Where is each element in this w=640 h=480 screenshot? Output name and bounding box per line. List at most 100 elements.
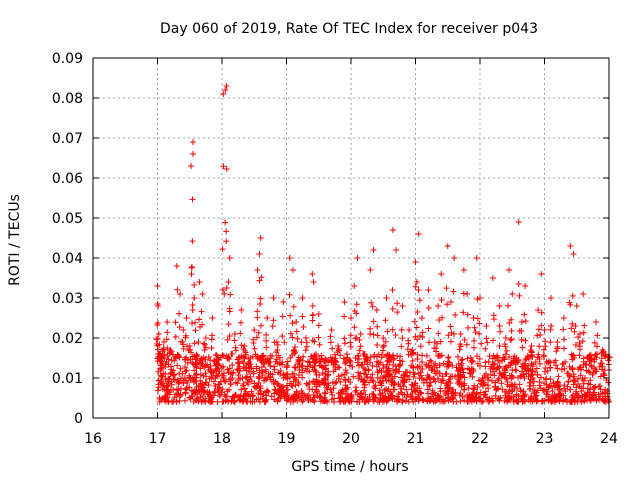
data-point <box>447 323 454 330</box>
data-point <box>468 398 475 405</box>
data-point <box>197 393 204 400</box>
data-point <box>531 387 538 394</box>
data-point <box>270 317 277 324</box>
data-point <box>523 368 530 375</box>
data-point <box>164 389 171 396</box>
data-point <box>245 361 252 368</box>
data-point <box>464 365 471 372</box>
data-point <box>186 394 193 401</box>
data-point <box>494 364 501 371</box>
data-point <box>198 398 205 405</box>
data-point <box>519 344 526 351</box>
data-point <box>347 332 354 339</box>
data-point <box>401 379 408 386</box>
y-tick-label: 0.02 <box>52 331 83 347</box>
data-point <box>347 339 354 346</box>
data-point <box>406 376 413 383</box>
data-point <box>497 328 504 335</box>
data-point <box>496 322 503 329</box>
data-point <box>423 352 430 359</box>
data-point <box>483 323 490 329</box>
data-point <box>580 329 587 336</box>
data-point <box>425 325 432 332</box>
data-point <box>356 362 363 369</box>
data-point <box>510 396 517 403</box>
data-point <box>477 389 484 396</box>
data-point <box>226 308 233 315</box>
data-point <box>183 367 190 374</box>
data-point <box>406 369 413 376</box>
data-point <box>224 336 231 343</box>
data-point <box>340 388 347 395</box>
data-point <box>428 358 435 365</box>
data-point <box>169 398 176 405</box>
data-point <box>478 340 485 347</box>
data-point <box>438 297 445 304</box>
data-point <box>491 372 498 379</box>
data-point <box>467 354 474 361</box>
data-point <box>533 365 540 372</box>
data-point <box>364 361 371 368</box>
data-point <box>399 398 406 405</box>
data-point <box>251 327 258 333</box>
data-point <box>567 243 574 249</box>
data-point <box>469 373 476 380</box>
data-point <box>474 360 481 367</box>
data-point <box>411 318 418 325</box>
data-point <box>436 362 443 369</box>
data-point <box>574 381 581 388</box>
data-point <box>214 386 221 393</box>
data-point <box>383 397 390 404</box>
data-point <box>227 291 234 298</box>
data-point <box>502 351 509 358</box>
data-point <box>576 352 583 359</box>
data-point <box>543 386 550 393</box>
data-point <box>567 386 574 393</box>
data-point <box>258 359 265 365</box>
data-point <box>353 387 360 394</box>
data-point <box>226 365 233 372</box>
data-point <box>220 398 227 405</box>
data-point <box>437 385 444 392</box>
data-point <box>415 370 422 377</box>
data-point <box>606 354 613 361</box>
data-point <box>600 370 607 377</box>
data-point <box>212 383 219 389</box>
data-point <box>255 329 262 336</box>
data-point <box>570 371 577 378</box>
data-point <box>337 391 344 398</box>
data-point <box>218 389 225 396</box>
data-point <box>474 315 481 322</box>
data-point <box>271 390 278 397</box>
data-point <box>511 355 518 362</box>
data-point <box>174 286 181 293</box>
data-point <box>348 315 354 321</box>
data-point <box>435 330 442 337</box>
y-tick-label: 0.09 <box>52 51 83 67</box>
data-point <box>528 343 535 349</box>
data-point <box>237 330 244 337</box>
data-point <box>321 375 328 382</box>
data-point <box>593 319 600 325</box>
data-point <box>322 397 329 404</box>
data-point <box>485 358 492 365</box>
data-point <box>175 379 182 386</box>
data-point <box>276 354 283 361</box>
data-point <box>176 324 183 331</box>
data-point <box>240 345 247 352</box>
data-point <box>517 387 524 394</box>
data-point <box>293 319 300 325</box>
data-point <box>500 354 507 361</box>
data-point <box>251 345 258 352</box>
data-point <box>502 369 509 376</box>
data-point <box>540 353 547 360</box>
data-point <box>414 336 421 343</box>
data-point <box>521 311 528 318</box>
data-point <box>290 398 297 405</box>
data-point <box>191 340 198 347</box>
data-point <box>367 331 374 338</box>
data-point <box>259 371 266 378</box>
data-point <box>318 352 325 359</box>
data-point <box>448 329 455 336</box>
data-point <box>256 277 263 284</box>
